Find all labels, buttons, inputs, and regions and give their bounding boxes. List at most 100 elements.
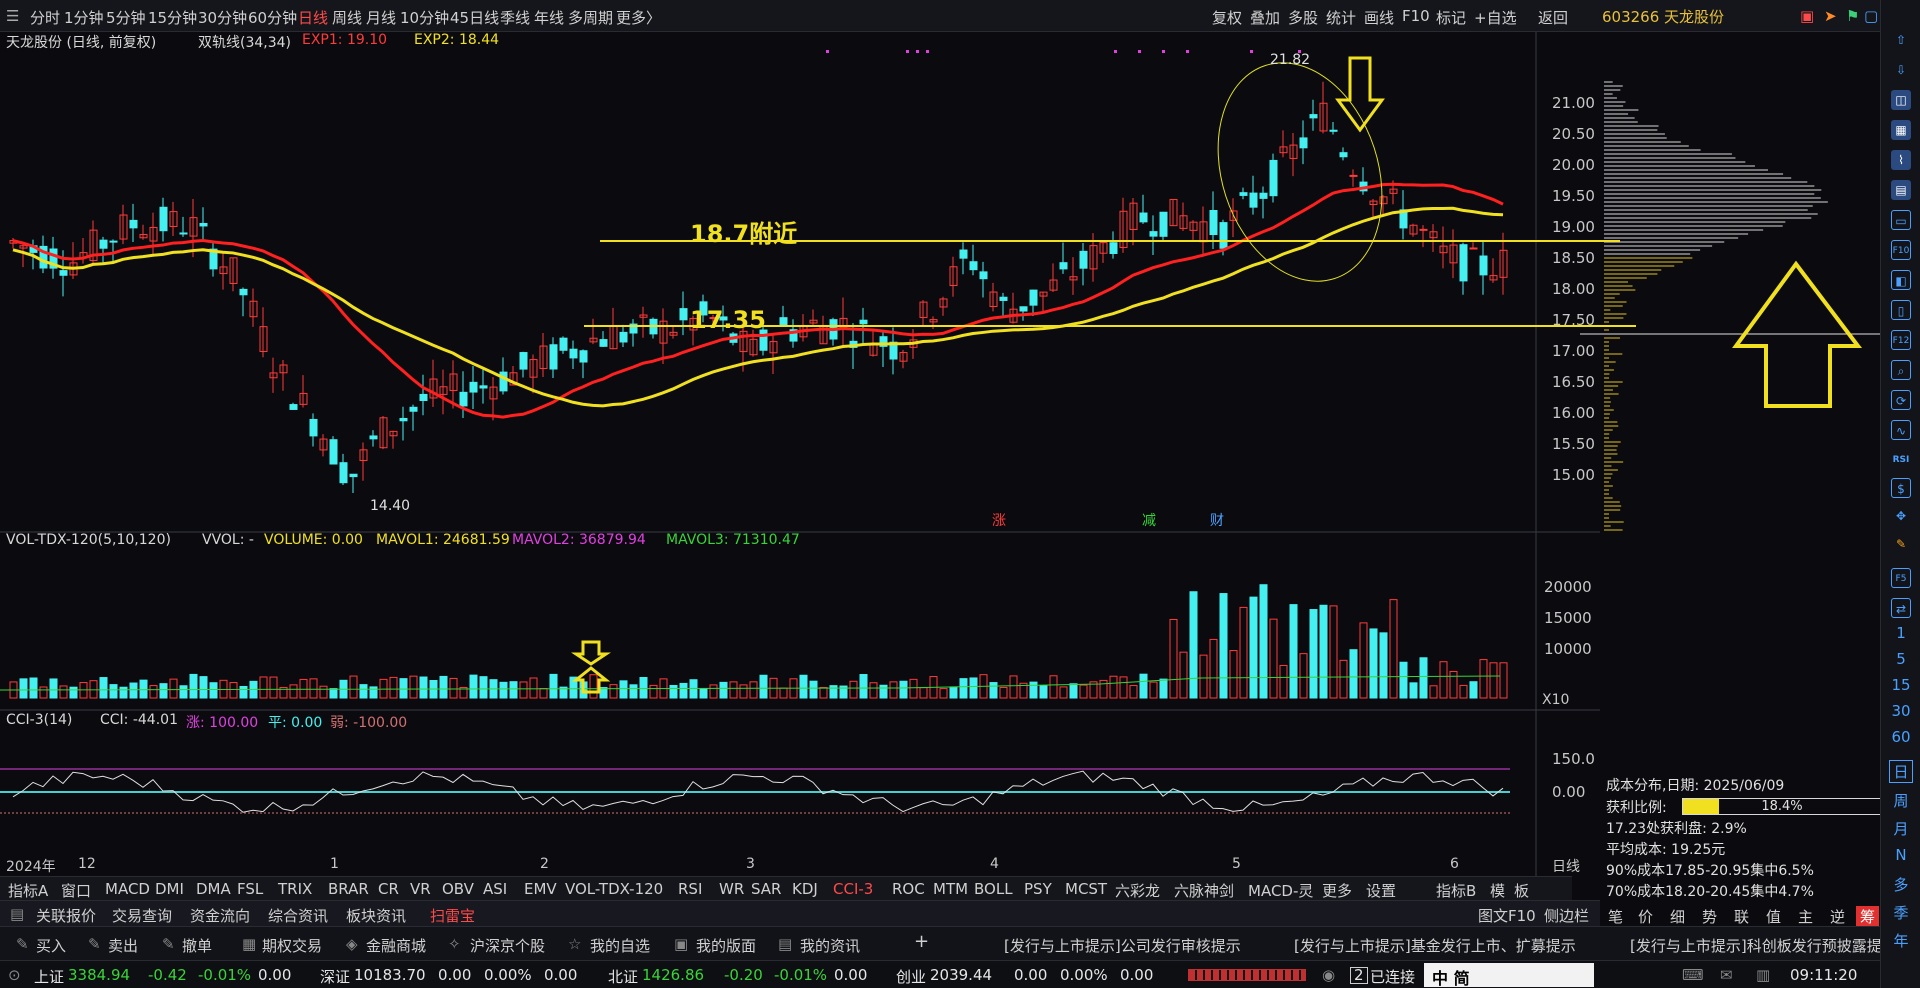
- tool-f10[interactable]: F10: [1402, 7, 1430, 25]
- ime-toolbar[interactable]: 中 简: [1424, 963, 1594, 988]
- action-layout[interactable]: 我的版面: [696, 937, 757, 955]
- menu-trade-query[interactable]: 交易查询: [112, 907, 173, 925]
- action-news[interactable]: 我的资讯: [800, 937, 861, 955]
- ptab-8[interactable]: 筹: [1856, 906, 1880, 927]
- action-buy[interactable]: 买入: [36, 937, 67, 955]
- signal-icon[interactable]: ⚑: [1846, 7, 1860, 25]
- search-icon[interactable]: ⌕: [1891, 360, 1911, 380]
- period-weekly[interactable]: 周线: [332, 9, 363, 27]
- doc-icon[interactable]: ▥: [1756, 966, 1771, 984]
- period-5min[interactable]: 5分钟: [106, 9, 146, 27]
- indicator-tab-2[interactable]: MACD: [105, 880, 150, 898]
- period-more[interactable]: 更多〉: [616, 9, 662, 27]
- ptab-2[interactable]: 细: [1670, 908, 1686, 926]
- ptab-4[interactable]: 联: [1734, 908, 1750, 926]
- sound-icon[interactable]: ◉: [1322, 966, 1336, 984]
- up-icon[interactable]: ⇧: [1895, 33, 1907, 47]
- menu-icon[interactable]: ☰: [6, 7, 20, 25]
- right-period-1[interactable]: 1: [1896, 624, 1906, 642]
- tool-back[interactable]: 返回: [1538, 9, 1569, 27]
- indicator-tab-17[interactable]: KDJ: [792, 880, 818, 898]
- period-30min[interactable]: 30分钟: [198, 9, 248, 27]
- menu-f10-graphic[interactable]: 图文F10: [1478, 907, 1536, 925]
- indicator-tab-16[interactable]: SAR: [751, 880, 782, 898]
- action-option[interactable]: 期权交易: [262, 937, 323, 955]
- indicator-tab-18[interactable]: CCI-3: [833, 880, 874, 898]
- news-ticker-1[interactable]: [发行与上市提示]公司发行审核提示: [1004, 937, 1241, 955]
- indicator-tab-26[interactable]: MACD-灵: [1248, 882, 1314, 900]
- ptab-6[interactable]: 主: [1798, 908, 1814, 926]
- switch-icon[interactable]: ⇄: [1891, 598, 1911, 618]
- grid-view-icon[interactable]: ▦: [1891, 120, 1911, 140]
- flag-icon[interactable]: ▣: [1800, 7, 1815, 25]
- tool-draw[interactable]: 画线: [1364, 9, 1395, 27]
- action-mall[interactable]: 金融商城: [366, 937, 427, 955]
- event-mark-zhang[interactable]: 涨: [992, 513, 1006, 529]
- right-period-multi[interactable]: 多: [1893, 876, 1909, 894]
- period-60min[interactable]: 60分钟: [248, 9, 298, 27]
- action-sell[interactable]: 卖出: [108, 937, 139, 955]
- right-period-quarter[interactable]: 季: [1893, 904, 1909, 922]
- menu-fund-flow[interactable]: 资金流向: [190, 907, 251, 925]
- indicator-tab-8[interactable]: CR: [378, 880, 399, 898]
- right-period-month[interactable]: 月: [1893, 820, 1909, 838]
- quote-icon[interactable]: ▭: [1891, 210, 1911, 230]
- menu-news[interactable]: 综合资讯: [268, 907, 329, 925]
- indicator-tab-11[interactable]: ASI: [483, 880, 508, 898]
- menu-saoleibao[interactable]: 扫雷宝: [430, 907, 476, 925]
- right-period-15[interactable]: 15: [1891, 676, 1911, 694]
- tool-stats[interactable]: 统计: [1326, 9, 1357, 27]
- pen-icon[interactable]: ✎: [1895, 537, 1907, 551]
- ptab-1[interactable]: 价: [1638, 908, 1654, 926]
- indicator-right-2[interactable]: 板: [1514, 882, 1530, 900]
- compare-icon[interactable]: ◧: [1891, 270, 1911, 290]
- ime-mode[interactable]: 中 简: [1432, 969, 1470, 988]
- tool-multistock[interactable]: 多股: [1288, 9, 1319, 27]
- add-icon[interactable]: +: [914, 931, 930, 952]
- period-monthly[interactable]: 月线: [366, 9, 397, 27]
- action-watchlist[interactable]: 我的自选: [590, 937, 651, 955]
- period-10min[interactable]: 10分钟: [400, 9, 450, 27]
- move-icon[interactable]: ✥: [1895, 509, 1907, 523]
- indicator-right-1[interactable]: 模: [1490, 882, 1506, 900]
- indicator-tab-9[interactable]: VR: [410, 880, 431, 898]
- indicator-tab-23[interactable]: MCST: [1065, 880, 1108, 898]
- ptab-0[interactable]: 笔: [1608, 908, 1624, 926]
- menu-related-quote[interactable]: 关联报价: [36, 907, 97, 925]
- indicator-tab-10[interactable]: OBV: [442, 880, 474, 898]
- grid-icon[interactable]: ▤: [10, 905, 25, 923]
- right-period-n[interactable]: N: [1895, 846, 1907, 864]
- menu-sector-news[interactable]: 板块资讯: [346, 907, 407, 925]
- indicator-tab-21[interactable]: BOLL: [974, 880, 1013, 898]
- line-chart-icon[interactable]: ⌇: [1891, 150, 1911, 170]
- indicator-tab-14[interactable]: RSI: [678, 880, 703, 898]
- tool-mark[interactable]: 标记: [1436, 9, 1467, 27]
- ptab-5[interactable]: 值: [1766, 908, 1782, 926]
- period-45day[interactable]: 45日线: [450, 9, 500, 27]
- window-icon[interactable]: ▢: [1864, 7, 1879, 25]
- down-icon[interactable]: ⇩: [1895, 63, 1907, 77]
- indicator-tab-7[interactable]: BRAR: [328, 880, 369, 898]
- rsi-icon[interactable]: RSI: [1892, 455, 1910, 465]
- period-daily[interactable]: 日线: [298, 9, 329, 27]
- f5-icon[interactable]: F5: [1891, 568, 1911, 588]
- f12-icon[interactable]: F12: [1891, 330, 1911, 350]
- action-stocks[interactable]: 沪深京个股: [470, 937, 546, 955]
- indicator-tab-27[interactable]: 更多: [1322, 882, 1353, 900]
- news-ticker-3[interactable]: [发行与上市提示]科创板发行预披露提示: [1630, 937, 1880, 955]
- action-cancel[interactable]: 撤单: [182, 937, 213, 955]
- indicator-tab-24[interactable]: 六彩龙: [1115, 882, 1161, 900]
- right-period-5[interactable]: 5: [1896, 650, 1906, 668]
- period-15min[interactable]: 15分钟: [148, 9, 198, 27]
- connection-status[interactable]: 已连接: [1370, 968, 1416, 986]
- news-ticker-2[interactable]: [发行与上市提示]基金发行上市、扩募提示: [1294, 937, 1576, 955]
- f10-icon[interactable]: F10: [1891, 240, 1911, 260]
- right-period-60[interactable]: 60: [1891, 728, 1911, 746]
- right-period-year[interactable]: 年: [1893, 932, 1909, 950]
- ptab-7[interactable]: 逆: [1830, 908, 1846, 926]
- period-multi[interactable]: 多周期: [568, 9, 614, 27]
- indicator-tab-28[interactable]: 设置: [1366, 882, 1397, 900]
- tool-overlay[interactable]: 叠加: [1250, 9, 1281, 27]
- refresh-icon[interactable]: ⟳: [1891, 390, 1911, 410]
- indicator-tab-12[interactable]: EMV: [524, 880, 557, 898]
